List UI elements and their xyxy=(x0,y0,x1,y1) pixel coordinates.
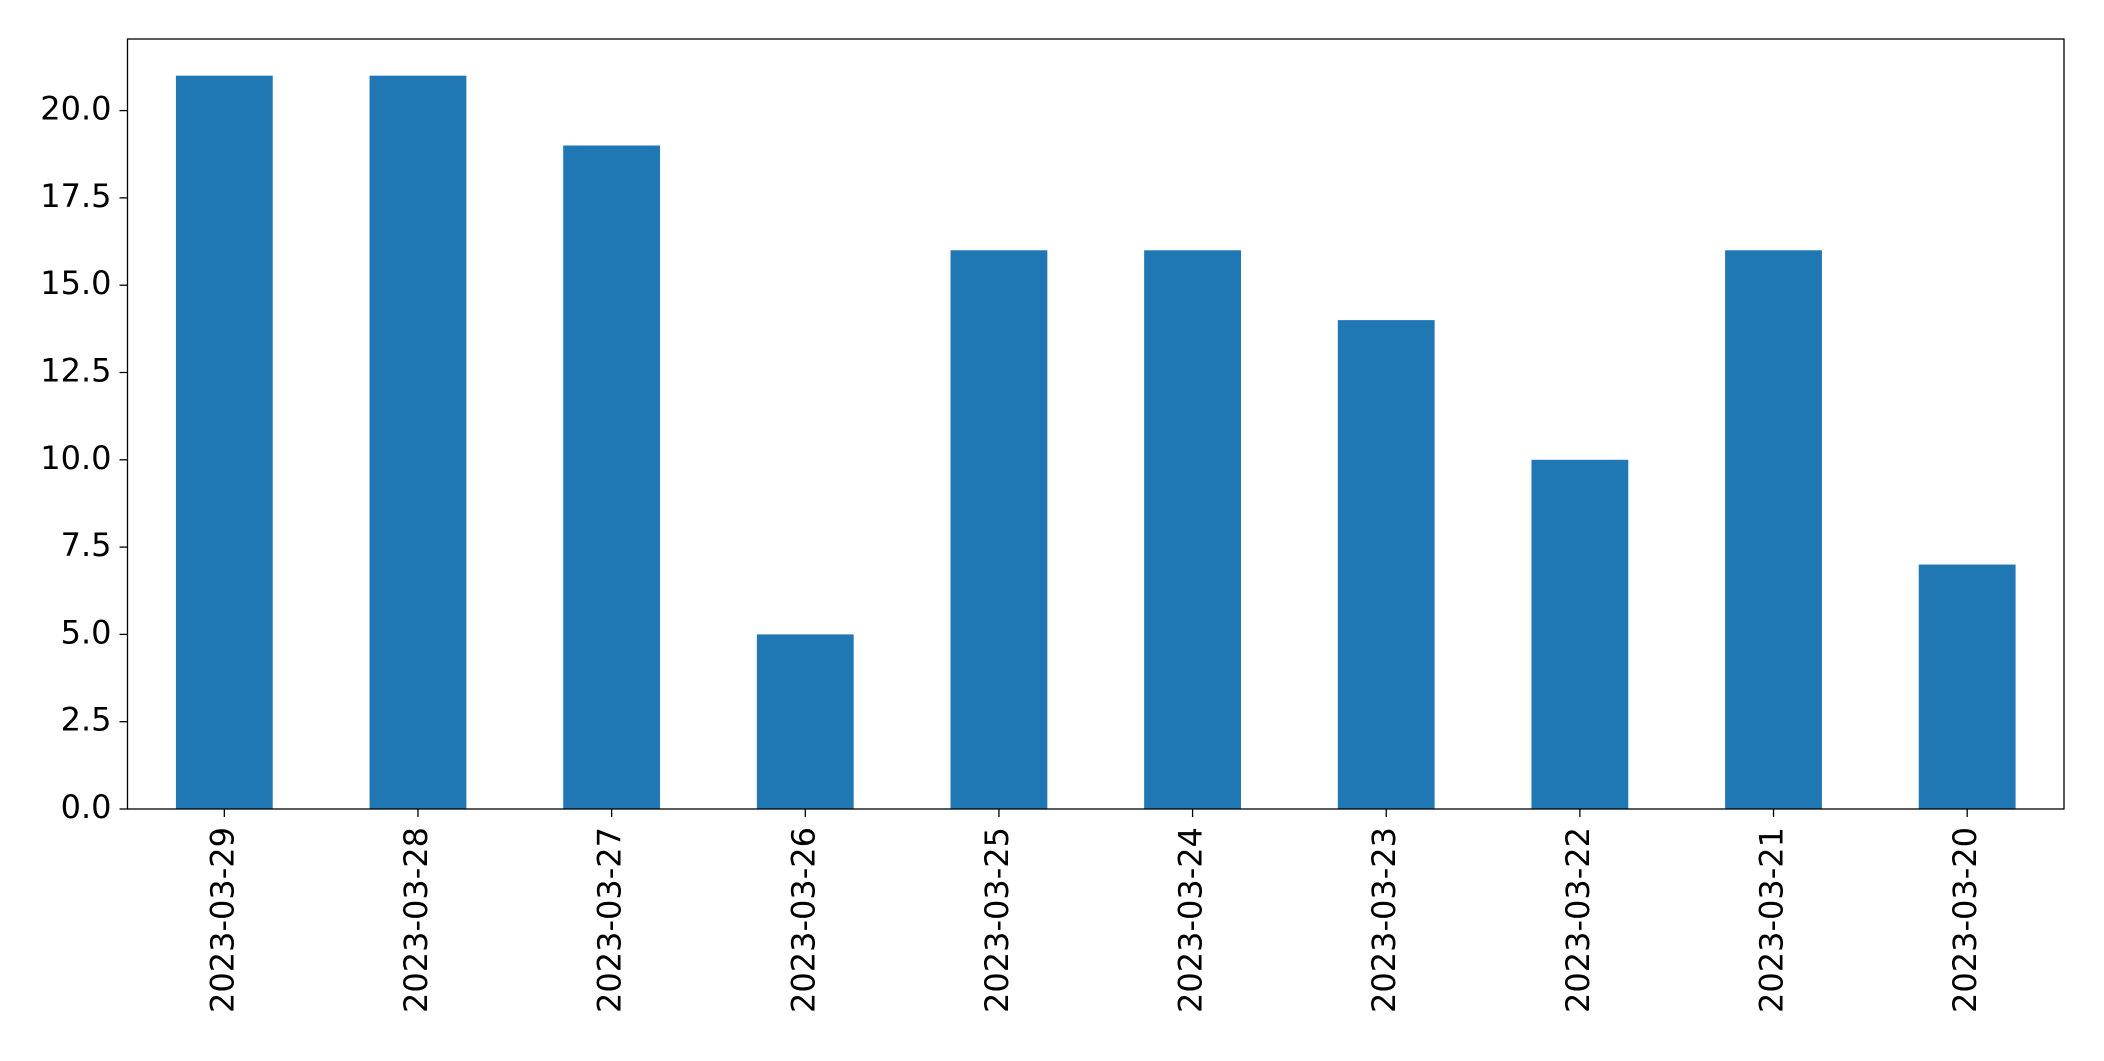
x-tick-label: 2023-03-26 xyxy=(784,827,822,1013)
y-tick-label: 0.0 xyxy=(61,788,112,826)
bar xyxy=(1531,459,1629,809)
x-tick-label: 2023-03-23 xyxy=(1365,827,1403,1013)
x-tick-label: 2023-03-20 xyxy=(1946,827,1984,1013)
x-tick-label: 2023-03-28 xyxy=(397,827,435,1013)
x-tick-label: 2023-03-22 xyxy=(1559,827,1597,1013)
x-tick-label: 2023-03-27 xyxy=(591,827,629,1013)
bar xyxy=(369,75,467,809)
y-tick-label: 2.5 xyxy=(61,701,112,739)
x-tick-label: 2023-03-29 xyxy=(203,827,241,1013)
bar xyxy=(1918,564,2016,809)
bar xyxy=(175,75,273,809)
y-tick-label: 15.0 xyxy=(40,264,111,302)
y-tick-label: 12.5 xyxy=(40,351,111,389)
y-tick-label: 17.5 xyxy=(40,177,111,215)
bar xyxy=(756,634,854,809)
x-tick-label: 2023-03-21 xyxy=(1753,827,1791,1013)
plot-frame xyxy=(126,38,2065,810)
y-tick-label: 20.0 xyxy=(40,90,111,128)
y-tick-label: 10.0 xyxy=(40,439,111,477)
y-tick-label: 5.0 xyxy=(61,613,112,651)
x-tick-label: 2023-03-24 xyxy=(1172,827,1210,1013)
bar xyxy=(950,250,1048,809)
y-tick-label: 7.5 xyxy=(61,526,112,564)
x-tick-label: 2023-03-25 xyxy=(978,827,1016,1013)
bar xyxy=(1725,250,1822,809)
bar xyxy=(563,145,661,809)
bar xyxy=(1144,250,1241,809)
bar xyxy=(1337,320,1435,809)
